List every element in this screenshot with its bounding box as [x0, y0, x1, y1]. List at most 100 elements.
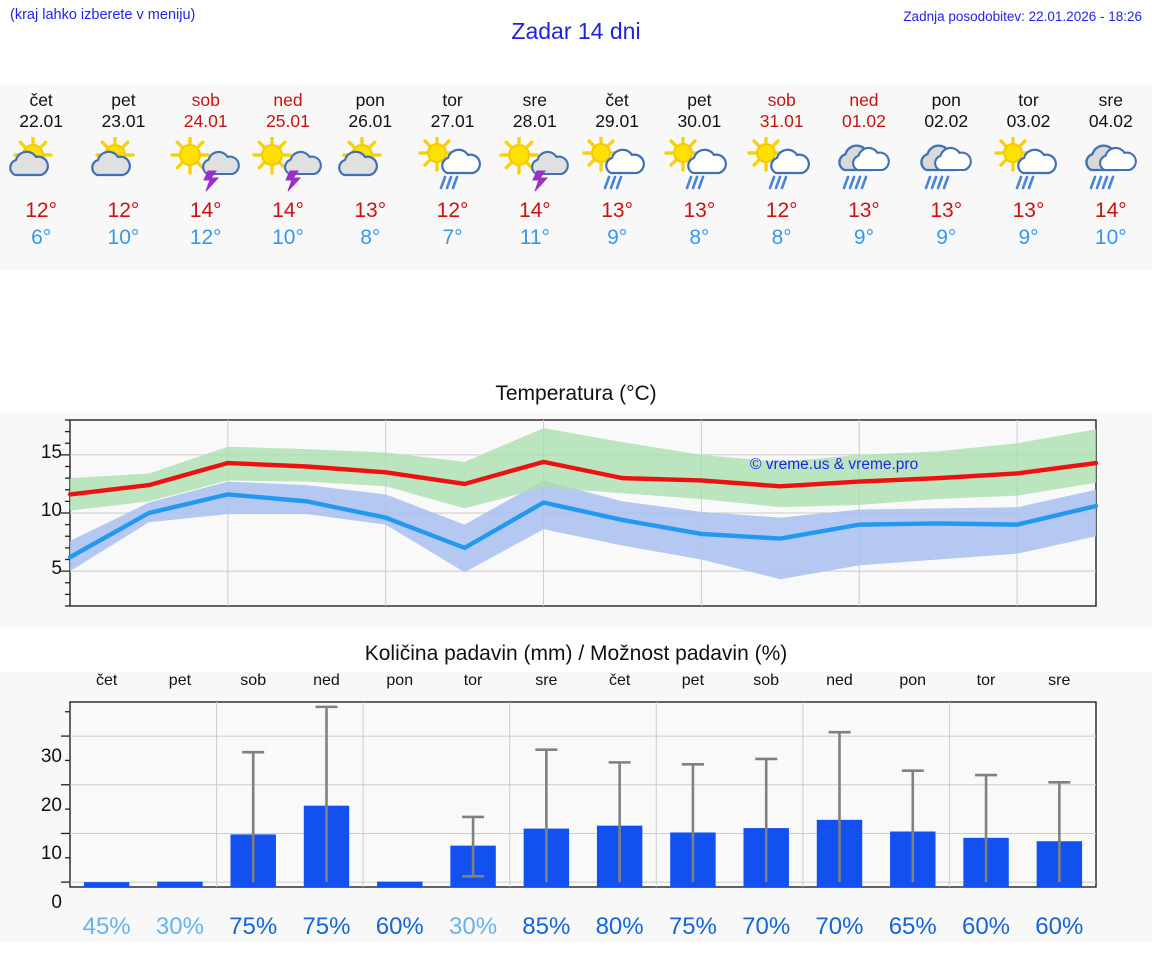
- day-date-label: 24.01: [183, 111, 228, 131]
- precipitation-day-label: sre: [535, 672, 558, 689]
- sun-cloud-icon: [85, 135, 161, 191]
- min-temperature-value: 8°: [360, 226, 381, 249]
- day-column[interactable]: tor 27.01 12° 7°: [411, 84, 493, 270]
- precipitation-day-label: ned: [313, 672, 340, 689]
- sun-cloud-thunder-icon: [168, 135, 244, 192]
- max-temperature-value: 13°: [354, 199, 387, 222]
- min-temperature-value: 10°: [272, 226, 304, 249]
- precipitation-probability-value: 60%: [1035, 913, 1084, 940]
- precipitation-day-label: tor: [463, 672, 483, 689]
- max-temperature-value: 13°: [601, 199, 633, 222]
- day-column[interactable]: pon 26.01 13° 8°: [329, 84, 411, 270]
- precipitation-bar: [377, 881, 423, 887]
- precipitation-day-label: sob: [240, 672, 267, 689]
- day-date-label: 03.02: [1006, 111, 1051, 131]
- precipitation-day-label: pet: [681, 672, 705, 689]
- day-column[interactable]: sob 24.01 14° 12°: [165, 84, 247, 270]
- temperature-y-tick-label: 15: [40, 441, 62, 463]
- day-column[interactable]: sre 04.02 14° 10°: [1070, 84, 1152, 270]
- day-date-label: 29.01: [595, 111, 639, 131]
- precipitation-probability-value: 30%: [449, 913, 498, 940]
- day-date-label: 27.01: [430, 111, 475, 131]
- sun-cloud-rain-icon: [415, 134, 491, 191]
- precipitation-day-label: čet: [95, 672, 118, 689]
- min-temperature-value: 9°: [1018, 226, 1039, 249]
- day-of-week-label: sre: [1098, 90, 1123, 110]
- day-of-week-label: pon: [355, 90, 385, 110]
- temperature-y-tick-label: 5: [51, 558, 62, 580]
- temperature-chart-title: Temperatura (°C): [0, 378, 1152, 412]
- day-column[interactable]: pet 23.01 12° 10°: [82, 84, 164, 270]
- day-date-label: 25.01: [266, 111, 310, 131]
- sun-cloud-rain-icon: [744, 134, 820, 191]
- max-temperature-value: 13°: [1012, 199, 1045, 222]
- max-temperature-value: 13°: [683, 199, 716, 222]
- precipitation-day-label: pon: [386, 672, 414, 689]
- precipitation-probability-row: 45% 30% 75% 75% 60% 30% 85% 80% 75% 70% 70% 65% 60% 6…: [70, 913, 1096, 941]
- day-of-week-label: sob: [191, 90, 220, 110]
- precipitation-chart-title: Količina padavin (mm) / Možnost padavin …: [0, 638, 1152, 672]
- max-temperature-value: 14°: [189, 199, 222, 222]
- day-of-week-label: sob: [767, 90, 796, 110]
- precipitation-bar: [157, 881, 203, 887]
- min-temperature-value: 6°: [31, 226, 52, 249]
- day-date-label: 31.01: [759, 111, 804, 131]
- precipitation-y-tick-label: 30: [40, 746, 62, 768]
- min-temperature-value: 9°: [936, 226, 957, 249]
- max-temperature-value: 13°: [930, 199, 963, 222]
- precipitation-day-label: ned: [826, 672, 853, 689]
- max-temperature-value: 12°: [436, 199, 469, 222]
- day-of-week-label: sre: [522, 90, 547, 110]
- precipitation-chart-panel: Količina padavin (mm) / Možnost padavin …: [0, 638, 1152, 943]
- temperature-chart-svg: [61, 419, 1099, 607]
- precipitation-probability-value: 60%: [375, 913, 424, 940]
- precipitation-y-tick-label: 20: [40, 794, 62, 816]
- min-temperature-value: 10°: [1094, 226, 1127, 249]
- daily-forecast-strip: čet 22.01 12° 6° pet 23.01 12° 10° sob 24.01 14° 12…: [0, 84, 1152, 270]
- min-temperature-value: 8°: [771, 226, 792, 249]
- precipitation-probability-value: 75%: [668, 913, 717, 940]
- day-column[interactable]: pet 30.01 13° 8°: [658, 84, 740, 270]
- day-column[interactable]: sre 28.01 14° 11°: [494, 84, 576, 270]
- sun-cloud-rain-icon: [661, 134, 737, 191]
- day-column[interactable]: čet 22.01 12° 6°: [0, 84, 82, 270]
- precipitation-day-label: pet: [168, 672, 192, 689]
- day-date-label: 22.01: [19, 111, 64, 131]
- day-date-label: 01.02: [842, 111, 886, 131]
- precipitation-probability-value: 75%: [229, 913, 278, 940]
- max-temperature-value: 12°: [765, 199, 798, 222]
- cloud-rain-icon: [826, 137, 902, 191]
- temperature-y-tick-label: 10: [40, 500, 62, 521]
- day-column[interactable]: ned 01.02 13° 9°: [823, 84, 905, 270]
- sun-cloud-thunder-icon: [250, 135, 326, 192]
- day-of-week-label: ned: [849, 90, 879, 110]
- min-temperature-value: 10°: [107, 226, 140, 249]
- day-column[interactable]: tor 03.02 13° 9°: [987, 84, 1069, 270]
- sun-cloud-rain-icon: [579, 134, 655, 191]
- min-temperature-value: 12°: [189, 226, 222, 249]
- sun-cloud-icon: [3, 135, 79, 191]
- max-temperature-value: 14°: [1094, 199, 1127, 222]
- day-of-week-label: pon: [931, 90, 961, 110]
- precipitation-probability-value: 65%: [888, 913, 937, 940]
- day-column[interactable]: čet 29.01 13° 9°: [576, 84, 658, 270]
- precipitation-day-label: sre: [1048, 672, 1071, 689]
- min-temperature-value: 9°: [853, 226, 874, 249]
- precipitation-probability-value: 85%: [522, 913, 571, 940]
- watermark-text: © vreme.us & vreme.pro: [750, 456, 919, 474]
- day-column[interactable]: pon 02.02 13° 9°: [905, 84, 987, 270]
- day-column[interactable]: ned 25.01 14° 10°: [247, 84, 329, 270]
- precipitation-chart-svg: [61, 701, 1097, 888]
- min-temperature-line: [67, 492, 1099, 560]
- precipitation-probability-value: 75%: [302, 913, 351, 940]
- precipitation-y-tick-label: 10: [40, 843, 62, 865]
- day-of-week-label: tor: [442, 90, 463, 110]
- precipitation-day-label: čet: [608, 672, 631, 689]
- sun-cloud-icon: [332, 135, 408, 191]
- day-of-week-label: tor: [1018, 90, 1039, 110]
- precipitation-y-tick-label: 0: [51, 892, 62, 914]
- precipitation-day-label: sob: [753, 672, 780, 689]
- day-date-label: 02.02: [924, 111, 969, 131]
- min-temperature-value: 8°: [689, 226, 710, 249]
- day-column[interactable]: sob 31.01 12° 8°: [741, 84, 823, 270]
